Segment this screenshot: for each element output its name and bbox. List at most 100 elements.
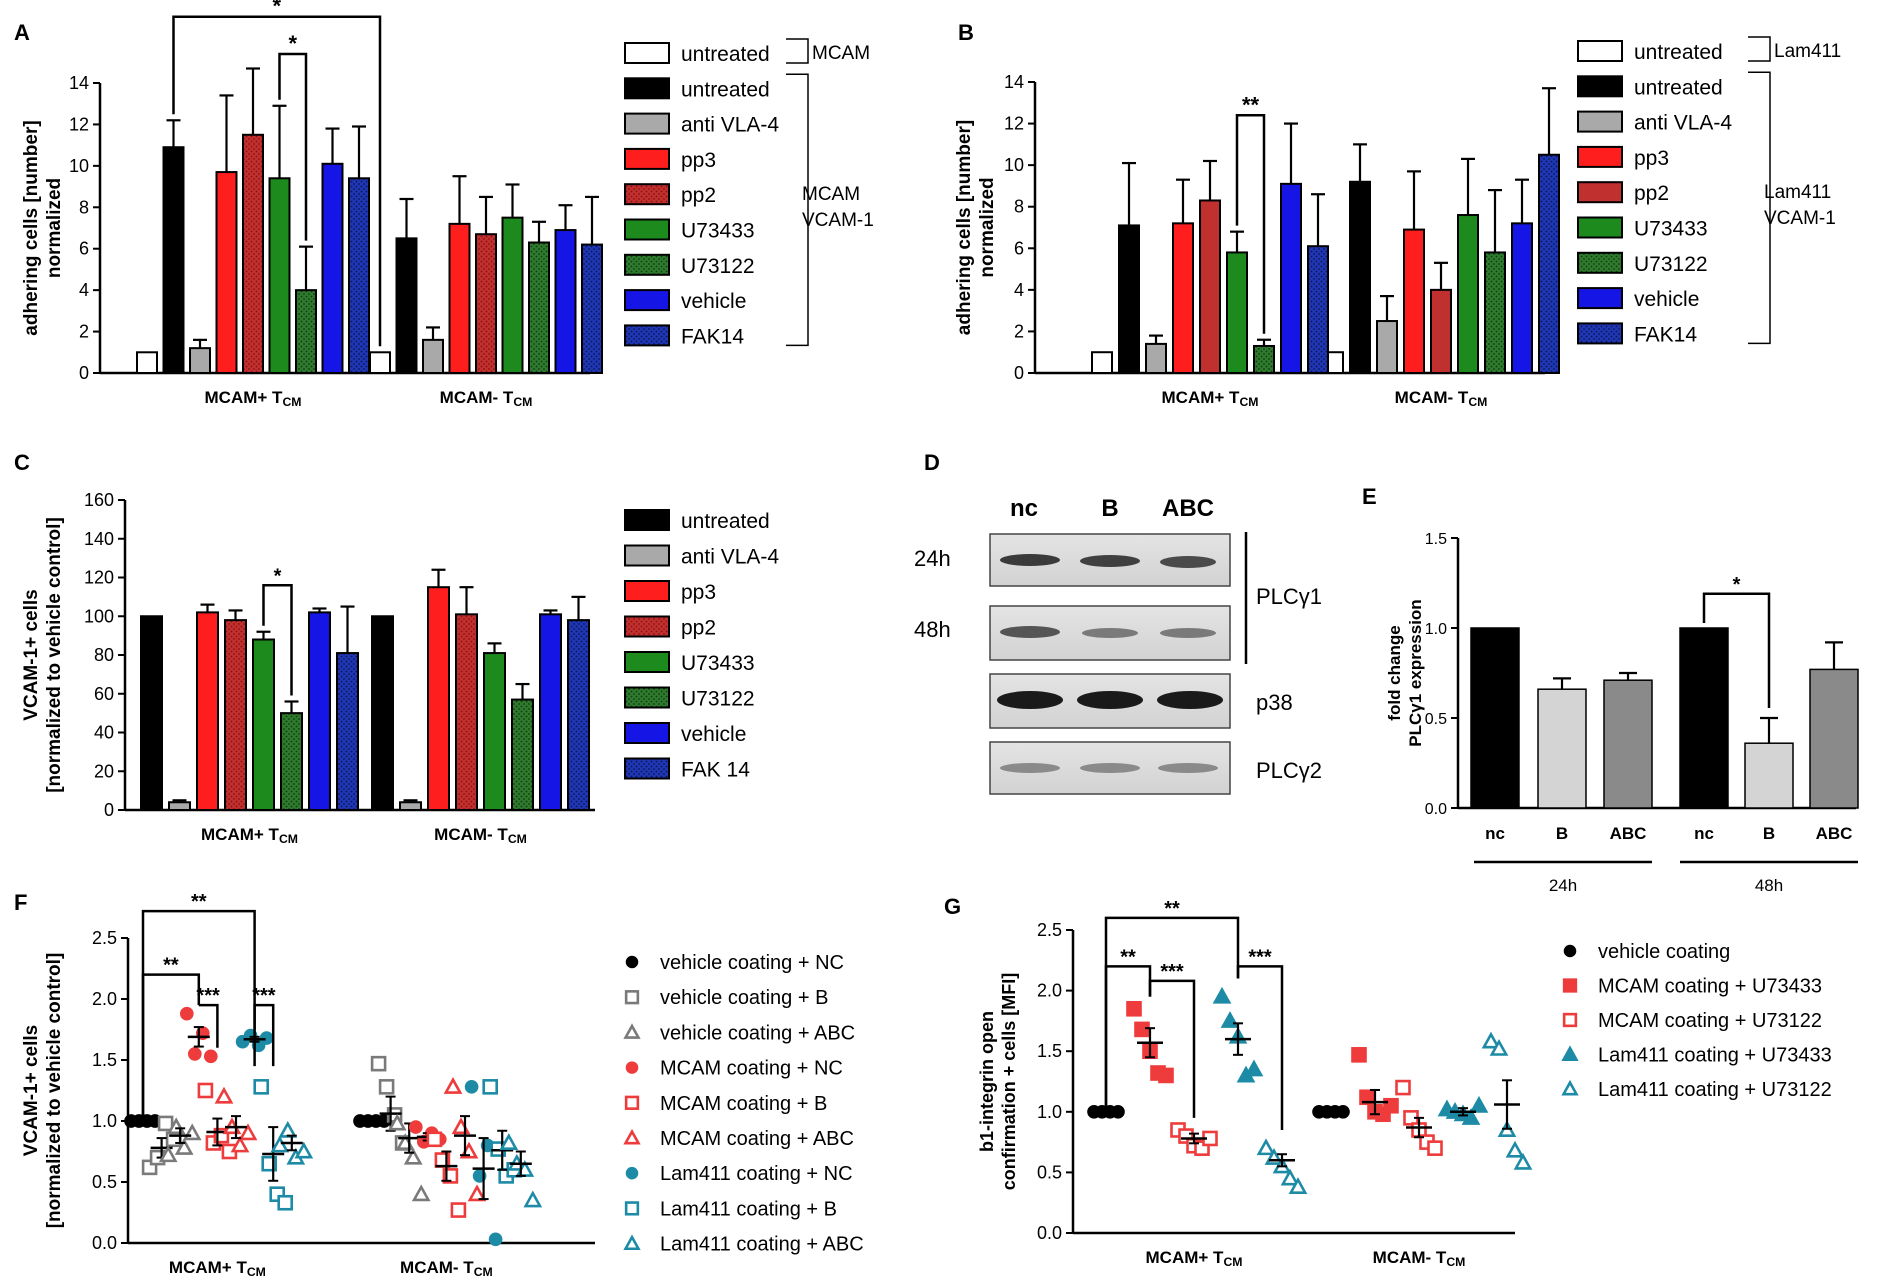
data-point — [214, 1086, 234, 1104]
y-tick-label: 0.5 — [92, 1172, 117, 1192]
bar — [1511, 222, 1533, 374]
x-group-label-main: MCAM- T — [1373, 1248, 1447, 1267]
data-point — [450, 1202, 467, 1218]
y-axis-title-line: confirmation + cells [MFI] — [999, 973, 1019, 1191]
y-tick-label: 12 — [1004, 114, 1024, 134]
data-point — [1427, 1140, 1443, 1156]
legend-marker — [1561, 1079, 1579, 1096]
x-group-label-main: MCAM+ T — [205, 388, 284, 407]
blot-band — [1080, 763, 1140, 773]
y-tick-label: 1.5 — [1425, 531, 1447, 548]
significance-bracket — [253, 1003, 275, 1067]
data-point — [408, 1120, 423, 1134]
blot-band — [1000, 626, 1060, 638]
legend-label: vehicle — [681, 723, 746, 746]
bar — [371, 615, 394, 811]
data-point — [1288, 1177, 1308, 1194]
x-group-label-sub: CM — [247, 1265, 266, 1279]
legend-marker — [625, 1061, 639, 1074]
chart-b: 0 2 4 6 8 10 12 14 adhering cells [number] normal… — [954, 36, 1841, 409]
bar — [567, 619, 590, 811]
panel-letter-c: C — [14, 450, 30, 475]
bar — [539, 613, 562, 811]
y-tick-label: 0.0 — [1037, 1223, 1062, 1243]
y-tick-label: 8 — [79, 197, 89, 217]
data-point — [1212, 986, 1232, 1004]
bar — [162, 146, 185, 374]
legend-swatch — [624, 722, 670, 744]
bar — [1403, 228, 1425, 374]
legend-swatch — [1577, 75, 1623, 98]
x-group-label: MCAM+ TCM — [205, 388, 302, 409]
timepoint-label: 24h — [1549, 876, 1577, 895]
legend-label: U73433 — [1634, 218, 1708, 241]
legend-marker — [623, 1234, 641, 1251]
legend-label: U73122 — [1634, 253, 1708, 276]
legend-label: U73433 — [681, 220, 755, 243]
significance-bracket — [198, 1003, 219, 1048]
legend-label: FAK14 — [1634, 323, 1697, 346]
significance-bracket — [1235, 114, 1266, 334]
legend-swatch — [1577, 181, 1623, 204]
bar — [336, 652, 359, 811]
blot-band — [1000, 763, 1060, 773]
x-group-label: MCAM- TCM — [1373, 1248, 1466, 1269]
bar — [1280, 182, 1302, 374]
legend: vehicle coating + NC vehicle coating + B v… — [623, 952, 864, 1256]
y-axis-title: VCAM-1+ cells [normalized to vehicle cont… — [21, 517, 65, 793]
legend-label: untreated — [1634, 76, 1723, 99]
x-group-label-main: MCAM+ T — [169, 1258, 248, 1277]
y-axis-title-line: adhering cells [number] — [954, 120, 975, 335]
legend-label: untreated — [681, 510, 770, 533]
blot-band — [1082, 628, 1138, 638]
y-tick-label: 4 — [79, 280, 89, 300]
legend-label: U73433 — [681, 652, 755, 675]
legend-marker — [625, 955, 639, 969]
data-point — [1469, 1095, 1489, 1113]
data-point — [179, 1006, 194, 1021]
bar — [168, 801, 191, 811]
data-point — [1359, 1089, 1375, 1106]
significance-label: ** — [1242, 92, 1260, 117]
legend-swatch — [624, 183, 670, 206]
y-axis-title-line: fold change — [1385, 625, 1404, 720]
y-tick-label: 14 — [69, 73, 89, 93]
x-tick-label: nc — [1485, 824, 1505, 843]
legend-label: pp3 — [681, 149, 716, 172]
bar — [1603, 679, 1653, 809]
bar — [554, 229, 577, 374]
x-tick-label: B — [1556, 824, 1568, 843]
blot-row-label: 24h — [914, 546, 951, 571]
data-point — [523, 1190, 543, 1208]
x-group-label-sub: CM — [282, 395, 301, 409]
y-tick-label: 2.0 — [1037, 981, 1062, 1001]
legend-swatch — [624, 580, 670, 602]
y-tick-label: 0.5 — [1425, 711, 1447, 728]
y-tick-label: 60 — [94, 684, 114, 704]
legend-label: anti VLA-4 — [681, 546, 779, 569]
data-point — [182, 1123, 202, 1141]
blot-band — [1160, 556, 1216, 568]
y-tick-label: 0.5 — [1037, 1162, 1062, 1182]
data-point — [1461, 1108, 1481, 1125]
y-tick-label: 4 — [1014, 280, 1024, 300]
data-point — [1280, 1168, 1300, 1186]
bar — [1145, 342, 1167, 374]
y-tick-label: 0 — [79, 363, 89, 383]
y-axis-title-line: VCAM-1+ cells — [21, 589, 42, 720]
x-group-label: MCAM+ TCM — [1146, 1248, 1243, 1269]
bar — [1307, 245, 1329, 374]
y-tick-label: 0.0 — [1425, 801, 1447, 818]
x-group-label: MCAM+ TCM — [201, 825, 298, 846]
bar — [422, 338, 444, 375]
y-tick-label: 0 — [104, 800, 114, 820]
bar — [511, 698, 534, 811]
legend-label: vehicle — [681, 290, 746, 313]
legend-swatch — [624, 686, 670, 709]
y-tick-label: 0.0 — [92, 1233, 117, 1253]
bar — [224, 619, 247, 811]
bar — [280, 712, 303, 811]
blot-protein-label: p38 — [1256, 690, 1293, 715]
x-group-label: MCAM- TCM — [1395, 388, 1488, 409]
